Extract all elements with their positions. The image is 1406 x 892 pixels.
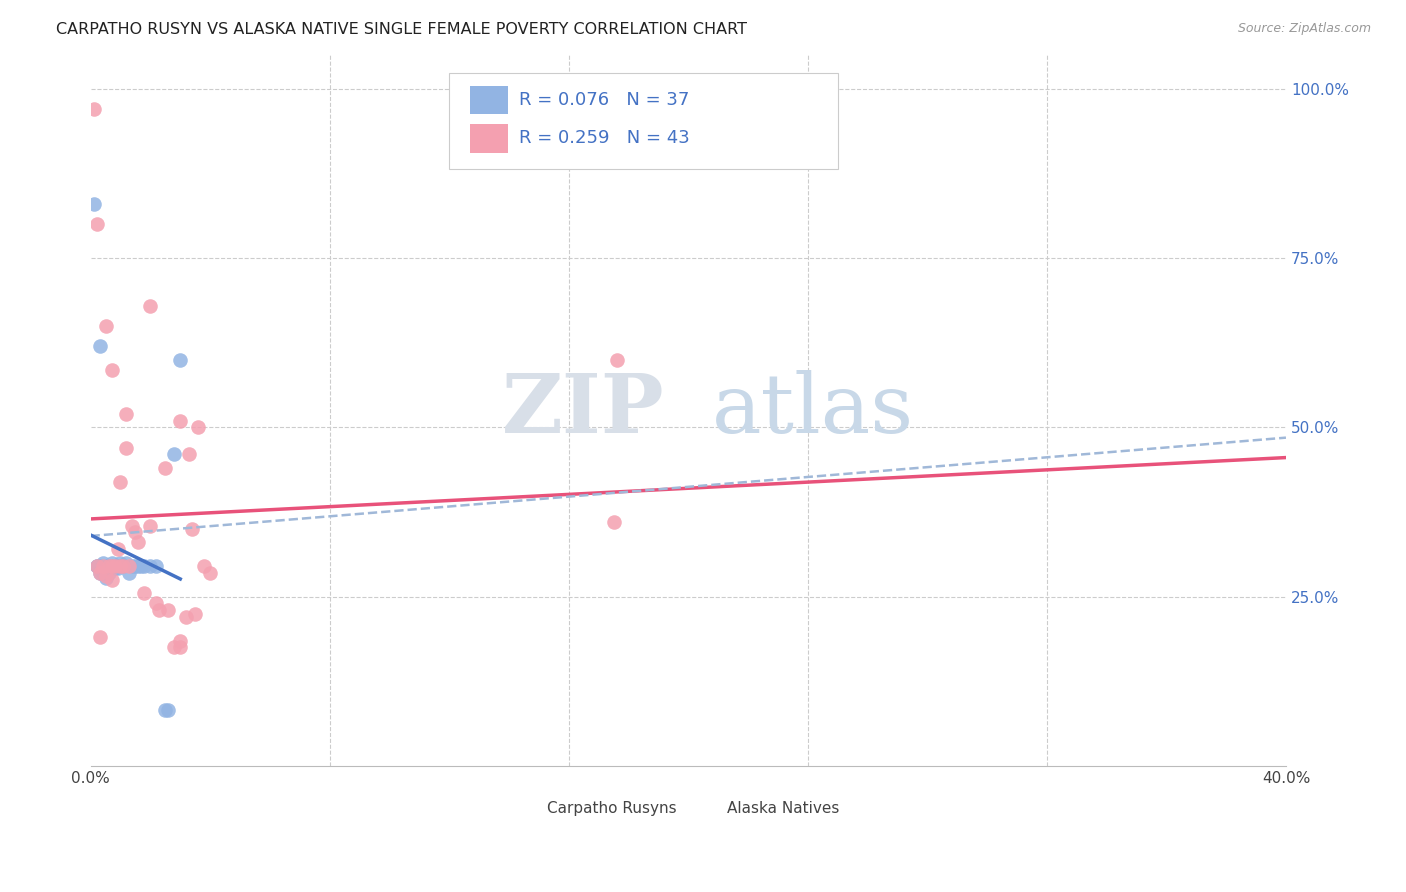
Point xyxy=(187,420,209,434)
Point xyxy=(179,448,201,462)
Point xyxy=(602,515,624,529)
FancyBboxPatch shape xyxy=(470,124,508,153)
Point xyxy=(110,475,132,489)
Point xyxy=(83,103,105,117)
Point xyxy=(148,603,170,617)
Point xyxy=(155,461,177,475)
Point xyxy=(97,559,120,574)
Point xyxy=(121,559,143,574)
Text: R = 0.076   N = 37: R = 0.076 N = 37 xyxy=(519,91,689,109)
Point xyxy=(145,559,167,574)
Point xyxy=(169,633,191,648)
Point xyxy=(86,559,108,574)
Point xyxy=(89,630,111,644)
Point xyxy=(139,299,162,313)
Point xyxy=(115,407,138,421)
Point xyxy=(127,559,149,574)
Point xyxy=(89,566,111,580)
Point xyxy=(193,559,215,574)
Point xyxy=(155,703,177,717)
Point xyxy=(131,559,153,574)
Point xyxy=(97,566,120,580)
Point xyxy=(94,566,117,580)
Point xyxy=(91,556,114,570)
Point xyxy=(103,560,125,574)
Point xyxy=(91,559,114,574)
Point xyxy=(91,566,114,580)
Point xyxy=(94,559,117,574)
Point xyxy=(169,352,191,367)
Point xyxy=(169,414,191,428)
Point xyxy=(94,569,117,583)
Text: atlas: atlas xyxy=(713,370,914,450)
Point xyxy=(89,566,111,580)
Point xyxy=(112,559,135,574)
Point xyxy=(89,559,111,574)
Point xyxy=(86,559,108,574)
Point xyxy=(139,518,162,533)
Text: CARPATHO RUSYN VS ALASKA NATIVE SINGLE FEMALE POVERTY CORRELATION CHART: CARPATHO RUSYN VS ALASKA NATIVE SINGLE F… xyxy=(56,22,747,37)
Point xyxy=(89,559,111,574)
Point xyxy=(184,607,207,621)
Point xyxy=(115,441,138,455)
Point xyxy=(107,560,129,574)
Point xyxy=(89,339,111,353)
Point xyxy=(134,586,156,600)
Point xyxy=(112,559,135,574)
Point xyxy=(118,566,141,580)
Point xyxy=(97,559,120,574)
Point xyxy=(115,556,138,570)
Point xyxy=(127,535,149,549)
Point xyxy=(100,559,122,574)
Point xyxy=(100,363,122,377)
FancyBboxPatch shape xyxy=(695,797,720,819)
Point xyxy=(145,596,167,610)
Point xyxy=(94,571,117,585)
Point xyxy=(139,559,162,574)
Point xyxy=(100,556,122,570)
Point xyxy=(94,318,117,333)
FancyBboxPatch shape xyxy=(515,797,541,819)
Point xyxy=(110,559,132,574)
Point xyxy=(606,352,628,367)
Point xyxy=(86,218,108,232)
Point xyxy=(198,566,221,580)
Point xyxy=(86,559,108,574)
Text: R = 0.259   N = 43: R = 0.259 N = 43 xyxy=(519,129,689,147)
Point xyxy=(107,542,129,557)
Point xyxy=(134,559,156,574)
Point xyxy=(100,559,122,574)
Point xyxy=(107,559,129,574)
Point xyxy=(163,640,186,655)
Point xyxy=(157,703,180,717)
Point xyxy=(110,559,132,574)
Point xyxy=(169,640,191,655)
Point xyxy=(124,559,146,574)
Point xyxy=(174,610,197,624)
Text: Alaska Natives: Alaska Natives xyxy=(727,801,839,816)
Point xyxy=(121,518,143,533)
Point xyxy=(181,522,204,536)
Point xyxy=(83,197,105,211)
Point xyxy=(100,573,122,587)
Point xyxy=(124,525,146,540)
Text: Source: ZipAtlas.com: Source: ZipAtlas.com xyxy=(1237,22,1371,36)
FancyBboxPatch shape xyxy=(470,86,508,114)
Point xyxy=(163,448,186,462)
Point xyxy=(97,559,120,574)
Point xyxy=(103,559,125,574)
FancyBboxPatch shape xyxy=(450,73,838,169)
Point xyxy=(157,603,180,617)
Point xyxy=(103,559,125,574)
Text: ZIP: ZIP xyxy=(502,370,665,450)
Text: Carpatho Rusyns: Carpatho Rusyns xyxy=(547,801,676,816)
Point xyxy=(118,559,141,574)
Point xyxy=(110,556,132,570)
